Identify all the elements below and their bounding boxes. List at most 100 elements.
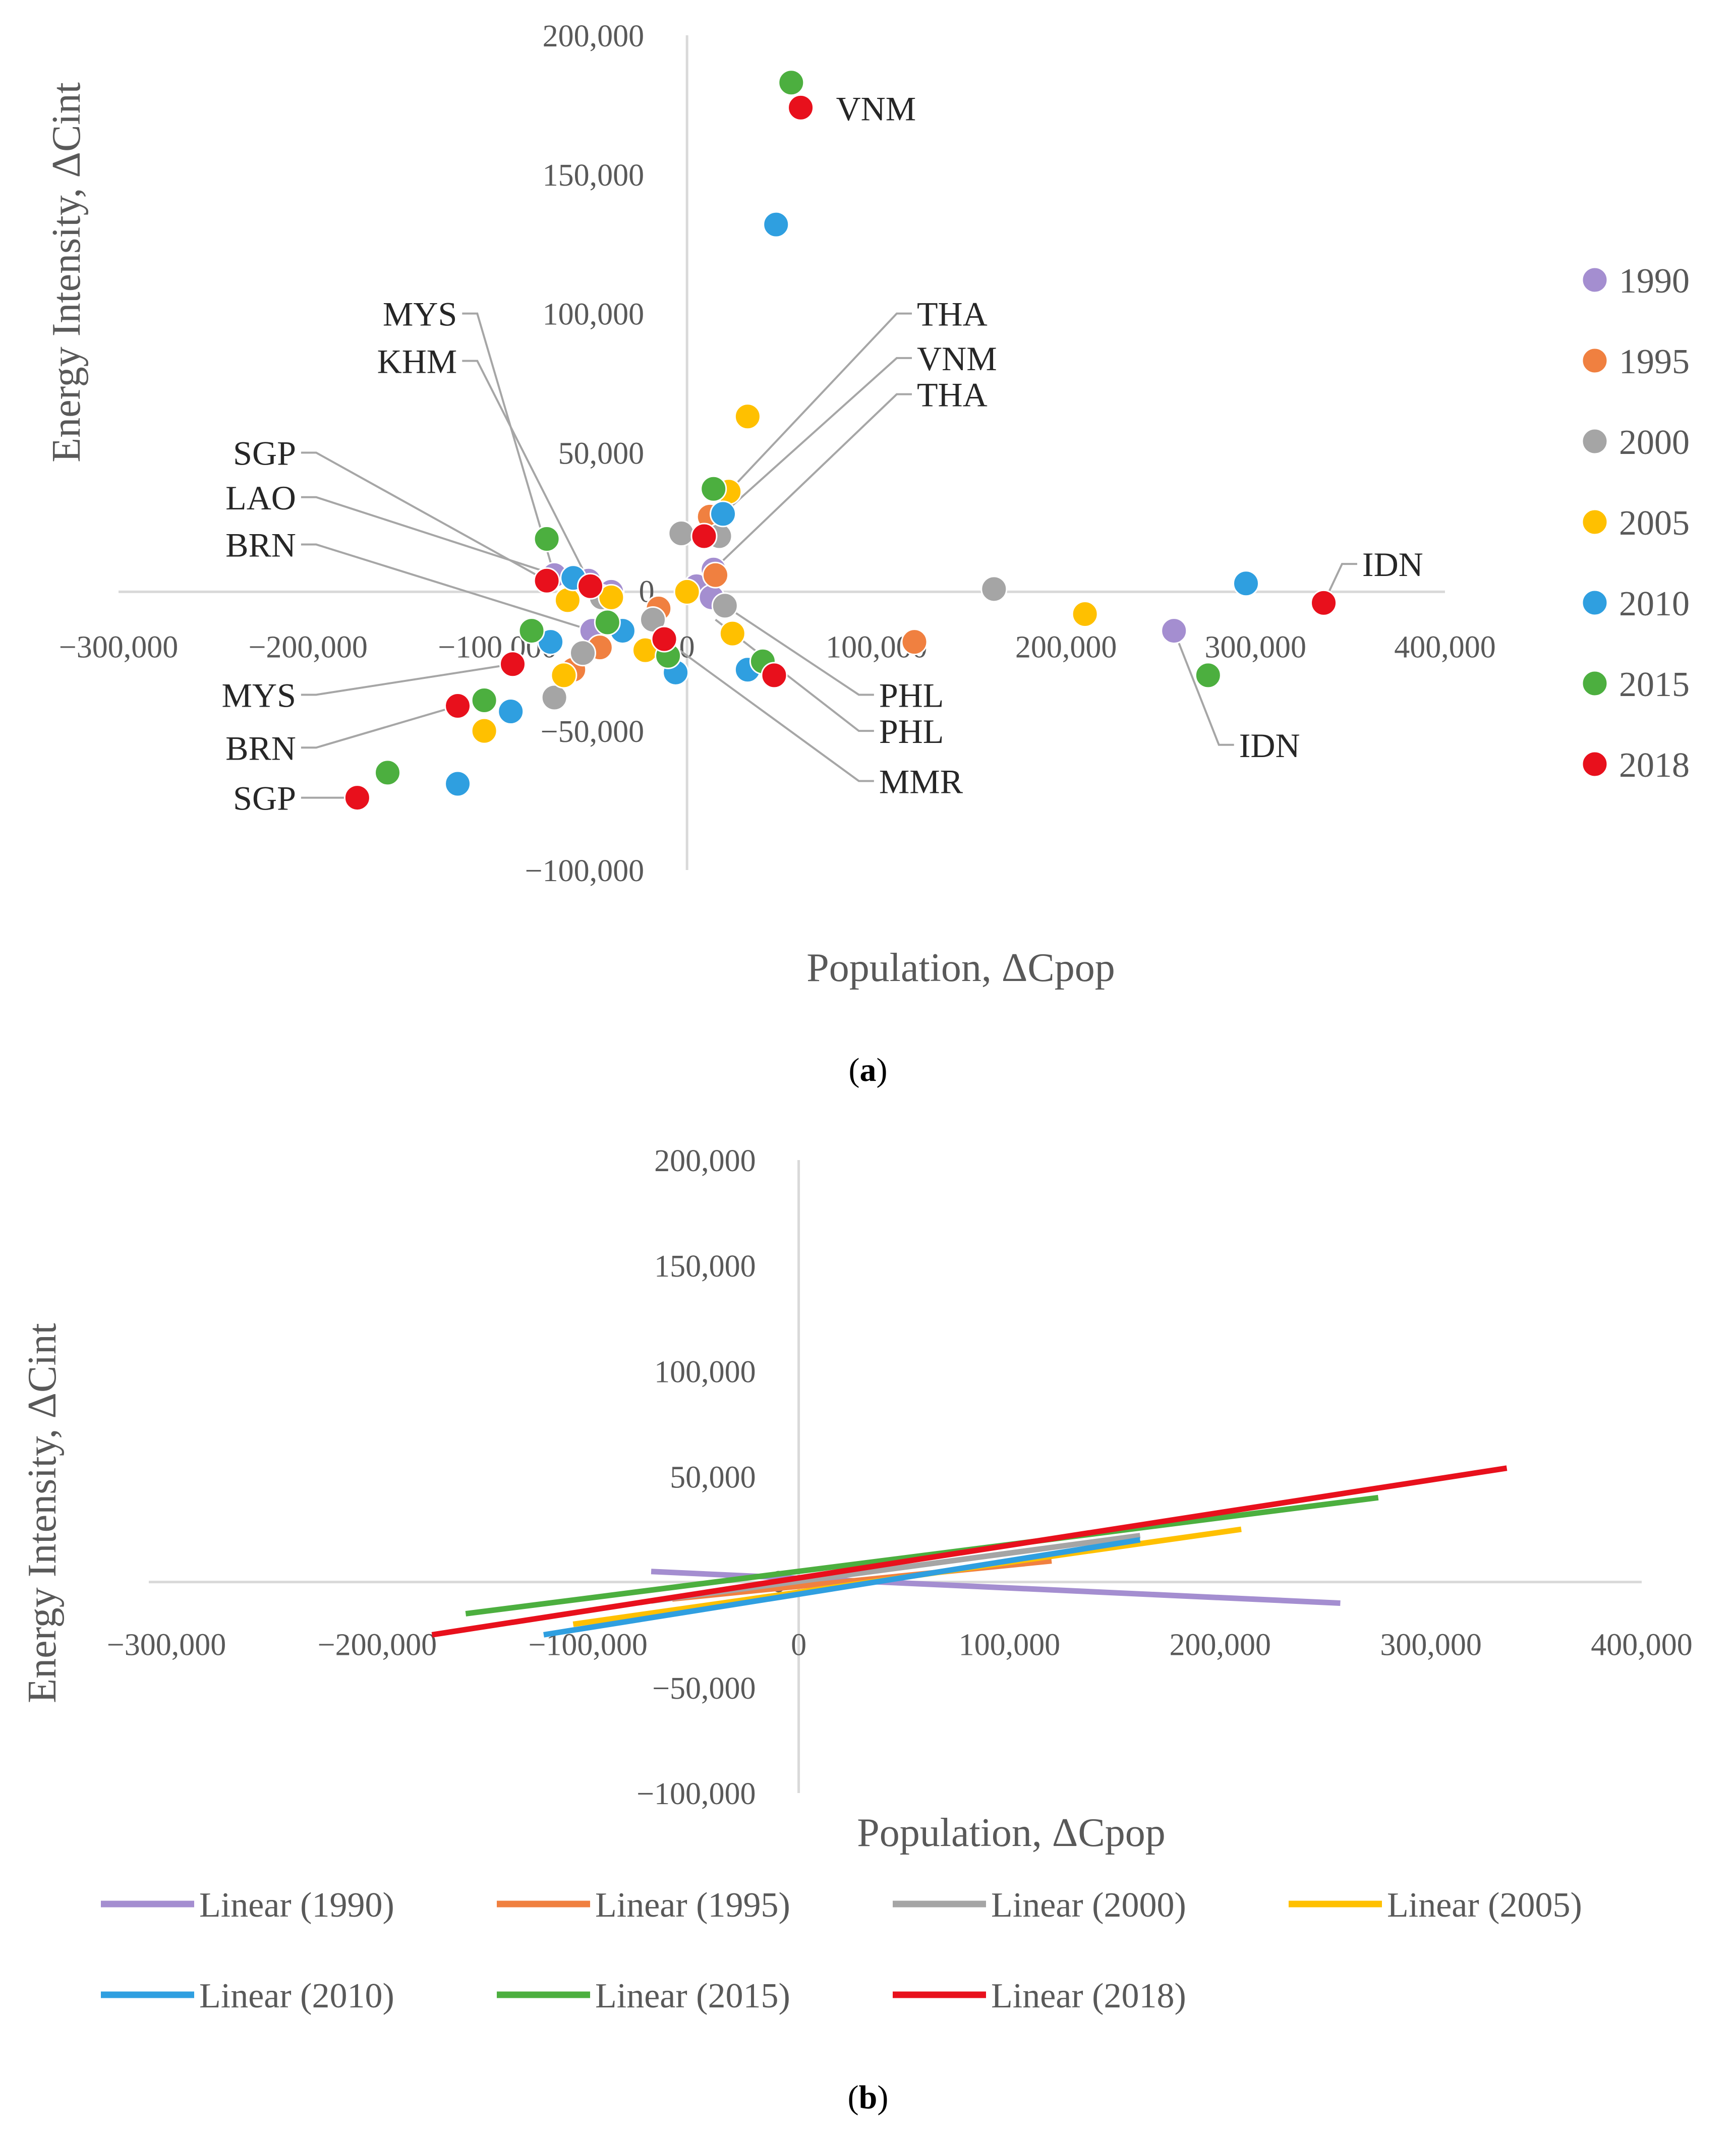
panel-a-leader-line <box>724 605 874 696</box>
panel-a-annotation: PHL <box>879 676 944 714</box>
panel-a-x-tick-label: 300,000 <box>1205 630 1307 664</box>
trend-line-2018 <box>431 1465 1508 1638</box>
panel-b-letter: b <box>859 2079 878 2116</box>
legend-marker-2015 <box>1581 670 1608 697</box>
panel-b-trendline-chart: −300,000 −200,000 −100,000 0 100,000 200,000 3… <box>20 1144 1693 2116</box>
panel-a-annotation: BRN <box>225 729 296 767</box>
panel-a-annotation: MYS <box>222 676 296 714</box>
panel-a-leader-line <box>728 312 912 493</box>
panel-a-leader-line <box>462 360 590 582</box>
panel-b-x-tick-label: −200,000 <box>318 1628 437 1662</box>
scatter-point-2005 <box>550 662 577 689</box>
panel-a-annotation: VNM <box>836 89 916 128</box>
scatter-point-2000 <box>711 592 738 619</box>
legend-label-linear-2010: Linear (2010) <box>199 1977 394 2015</box>
panel-a-x-axis-title: Population, ΔCpop <box>806 946 1115 990</box>
scatter-point-2015 <box>700 475 727 502</box>
scatter-point-2018 <box>499 651 526 678</box>
panel-a-letter: a <box>860 1052 877 1088</box>
panel-a-leader-line <box>462 312 556 575</box>
scatter-point-2015 <box>594 609 621 636</box>
legend-marker-1995 <box>1581 347 1608 374</box>
legend-label-1990: 1990 <box>1619 262 1690 301</box>
legend-label-linear-2005: Linear (2005) <box>1387 1886 1582 1925</box>
scatter-point-2018 <box>651 625 678 653</box>
legend-label-linear-1990: Linear (1990) <box>199 1886 394 1925</box>
scatter-point-2005 <box>554 587 581 614</box>
legend-marker-2000 <box>1581 428 1608 455</box>
panel-a-annotation: PHL <box>879 712 944 751</box>
scatter-point-2015 <box>533 526 560 553</box>
panel-a-leader-line <box>301 496 591 588</box>
panel-a-leader-line <box>1322 563 1357 604</box>
panel-b-x-tick-label: 300,000 <box>1380 1628 1482 1662</box>
scatter-point-2018 <box>444 693 472 720</box>
panel-a-annotations: VNMIDNIDNMYSKHMSGPLAOBRNMYSBRNSGPTHAVNMT… <box>222 89 1423 817</box>
legend-label-linear-2015: Linear (2015) <box>595 1977 790 2015</box>
panel-a-leader-line <box>663 638 874 782</box>
panel-b-y-axis-title: Energy Intensity, ΔCint <box>20 1323 65 1703</box>
panel-a-legend: 1990 1995 2000 2005 2010 2015 2018 <box>1581 262 1690 785</box>
scatter-point-2018 <box>343 784 371 812</box>
legend-label-2010: 2010 <box>1619 585 1690 623</box>
legend-marker-2018 <box>1581 751 1608 778</box>
scatter-point-2015 <box>1194 662 1222 689</box>
panel-a-leader-line <box>301 451 548 582</box>
panel-b-x-tick-label: −300,000 <box>107 1628 226 1662</box>
scatter-point-1990 <box>1161 617 1188 645</box>
legend-marker-1990 <box>1581 266 1608 294</box>
panel-b-y-tick-label: −50,000 <box>652 1671 756 1706</box>
panel-a-annotation: VNM <box>917 339 997 378</box>
panel-b-y-tick-label: −100,000 <box>636 1777 756 1811</box>
panel-b-x-tick-label: 200,000 <box>1170 1628 1271 1662</box>
scatter-point-2000 <box>569 640 596 667</box>
panel-a-annotation: SGP <box>233 779 296 818</box>
panel-a-annotation: THA <box>917 376 988 414</box>
legend-label-linear-1995: Linear (1995) <box>595 1886 790 1925</box>
scatter-point-2000 <box>668 520 695 547</box>
trend-line-2015 <box>465 1494 1379 1617</box>
panel-a-annotation: SGP <box>233 434 296 473</box>
scatter-point-2005 <box>719 620 746 647</box>
scatter-point-1995 <box>901 628 928 656</box>
scatter-point-2010 <box>763 211 790 238</box>
scatter-point-2000 <box>980 575 1008 603</box>
panel-b-legend: Linear (1990) Linear (1995) Linear (2000) L… <box>101 1886 1582 2015</box>
scatter-point-2005 <box>673 578 701 605</box>
panel-a-x-tick-label: −300,000 <box>59 630 178 664</box>
scatter-point-2018 <box>577 572 604 600</box>
panel-a-y-tick-label: 100,000 <box>543 298 645 332</box>
panel-a-y-tick-label: 50,000 <box>558 437 645 471</box>
panel-b-label: (b) <box>848 2079 889 2116</box>
panel-a-y-tick-label: −100,000 <box>525 854 644 888</box>
panel-a-leader-line <box>301 543 593 632</box>
scatter-point-2018 <box>1310 589 1338 616</box>
scatter-point-2018 <box>761 662 788 689</box>
panel-a-y-axis-title: Energy Intensity, ΔCint <box>44 82 89 463</box>
panel-a-axes <box>119 35 1445 870</box>
panel-a-leader-line <box>1173 630 1234 746</box>
panel-a-x-tick-label: 400,000 <box>1394 630 1496 664</box>
panel-b-y-tick-label: 200,000 <box>654 1144 756 1178</box>
legend-marker-2005 <box>1581 508 1608 536</box>
legend-label-2018: 2018 <box>1619 746 1690 785</box>
panel-b-trend-lines <box>431 1465 1508 1638</box>
legend-marker-2010 <box>1581 589 1608 616</box>
legend-label-1995: 1995 <box>1619 342 1690 381</box>
panel-a-leader-line <box>301 705 458 749</box>
scatter-point-2005 <box>734 403 761 430</box>
legend-label-2005: 2005 <box>1619 504 1690 543</box>
scatter-point-2010 <box>444 770 472 797</box>
scatter-point-2010 <box>710 500 737 528</box>
scatter-point-2018 <box>690 523 718 550</box>
panel-a-annotation: MMR <box>879 762 963 800</box>
panel-a-annotation: IDN <box>1362 545 1423 584</box>
legend-label-linear-2000: Linear (2000) <box>991 1886 1186 1925</box>
legend-label-2015: 2015 <box>1619 665 1690 704</box>
panel-b-x-tick-label: 100,000 <box>959 1628 1061 1662</box>
panel-a-y-tick-label: −50,000 <box>541 715 644 749</box>
scatter-point-2010 <box>1233 570 1259 597</box>
legend-label-linear-2018: Linear (2018) <box>991 1977 1186 2015</box>
panel-b-y-tick-label: 100,000 <box>654 1355 756 1389</box>
